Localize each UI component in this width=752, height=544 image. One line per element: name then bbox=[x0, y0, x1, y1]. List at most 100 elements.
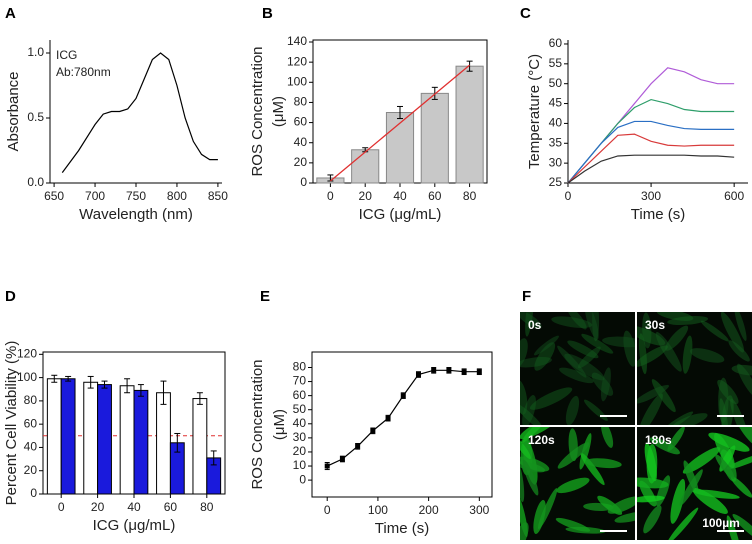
cell bbox=[584, 312, 599, 340]
x-tick-label: 0 bbox=[58, 500, 65, 514]
bar bbox=[455, 65, 484, 184]
cell bbox=[715, 454, 735, 479]
x-tick-label: 20 bbox=[91, 500, 105, 514]
plot-frame bbox=[311, 351, 493, 498]
line bbox=[567, 154, 735, 184]
marker bbox=[370, 428, 376, 434]
micrograph: 30s bbox=[637, 312, 752, 425]
y-tick-label: 0 bbox=[299, 472, 306, 486]
cell bbox=[644, 443, 657, 482]
marker bbox=[476, 369, 482, 375]
cell bbox=[651, 379, 676, 413]
cell bbox=[720, 312, 745, 353]
y-tick-label: 50 bbox=[293, 402, 307, 416]
y-tick-label: 70 bbox=[293, 374, 307, 388]
cell bbox=[689, 348, 725, 363]
bar bbox=[46, 378, 62, 495]
tile-label: 30s bbox=[645, 318, 665, 332]
cell bbox=[679, 469, 703, 506]
x-tick-label: 20 bbox=[359, 189, 373, 203]
bar bbox=[97, 384, 112, 495]
y-tick-label: 60 bbox=[549, 36, 563, 50]
bar bbox=[385, 112, 415, 184]
y-tick-label: 50 bbox=[549, 76, 563, 90]
cell bbox=[730, 398, 748, 425]
cell bbox=[637, 345, 668, 367]
cell bbox=[614, 511, 635, 523]
cell bbox=[726, 515, 741, 540]
y-axis-label: ROS Concentration bbox=[249, 46, 266, 176]
cell bbox=[559, 367, 594, 384]
cell bbox=[638, 393, 663, 425]
cell bbox=[551, 316, 593, 328]
cell bbox=[667, 427, 685, 452]
y-tick-label: 10 bbox=[293, 458, 307, 472]
y-axis-label: Temperature (°C) bbox=[526, 54, 543, 169]
x-tick-label: 300 bbox=[641, 189, 661, 203]
y-tick-label: 0.0 bbox=[27, 175, 44, 189]
cell bbox=[623, 330, 635, 367]
cell bbox=[520, 436, 531, 460]
cell bbox=[600, 367, 611, 402]
marker bbox=[355, 443, 361, 449]
cell bbox=[655, 332, 682, 372]
error-bar bbox=[101, 380, 108, 389]
x-tick-label: 0 bbox=[324, 503, 331, 517]
y-tick-label: 80 bbox=[293, 360, 307, 374]
cell bbox=[637, 495, 665, 503]
x-tick-label: 850 bbox=[208, 189, 228, 203]
y-tick-label: 0.5 bbox=[27, 110, 44, 124]
cell bbox=[692, 488, 728, 514]
x-tick-label: 40 bbox=[127, 500, 141, 514]
bar bbox=[60, 378, 76, 495]
cell bbox=[555, 517, 591, 532]
bar bbox=[192, 398, 208, 495]
cell bbox=[520, 380, 528, 415]
cell bbox=[732, 513, 752, 540]
y-tick-label: 140 bbox=[287, 34, 307, 48]
micrograph: 180s bbox=[637, 427, 752, 540]
cell bbox=[682, 447, 721, 474]
cell bbox=[520, 356, 552, 368]
error-bar bbox=[210, 450, 217, 466]
y-tick-label: 25 bbox=[549, 175, 563, 189]
y-axis-label: Absorbance bbox=[5, 71, 22, 151]
error-bar bbox=[137, 384, 144, 397]
x-tick-label: 40 bbox=[393, 189, 407, 203]
scale-label: 100µm bbox=[702, 516, 740, 530]
marker bbox=[431, 367, 437, 373]
y-tick-label: 1.0 bbox=[27, 45, 44, 59]
y-tick-label: 55 bbox=[549, 56, 563, 70]
error-bar bbox=[51, 374, 58, 383]
marker bbox=[461, 369, 467, 375]
cell bbox=[533, 499, 546, 534]
cell bbox=[567, 340, 599, 359]
y-tick-label: 30 bbox=[549, 155, 563, 169]
y-axis-label: (μM) bbox=[270, 96, 287, 127]
y-tick-label: 20 bbox=[294, 155, 308, 169]
y-tick-label: 40 bbox=[294, 135, 308, 149]
cell bbox=[581, 333, 614, 354]
micrograph-bg bbox=[520, 312, 635, 425]
y-axis-label: (μM) bbox=[271, 409, 288, 440]
bar bbox=[119, 385, 135, 495]
cell bbox=[670, 478, 686, 524]
marker bbox=[385, 415, 391, 421]
cell bbox=[520, 403, 544, 425]
cell bbox=[520, 338, 528, 368]
y-tick-label: 100 bbox=[17, 370, 37, 384]
x-tick-label: 600 bbox=[724, 189, 744, 203]
y-tick-label: 0 bbox=[30, 486, 37, 500]
y-tick-label: 40 bbox=[293, 416, 307, 430]
cell bbox=[577, 346, 601, 369]
cell bbox=[607, 496, 635, 514]
cell bbox=[602, 336, 635, 348]
x-tick-label: 700 bbox=[85, 189, 105, 203]
line bbox=[567, 120, 735, 184]
cell bbox=[700, 320, 729, 342]
cell bbox=[585, 458, 622, 469]
y-tick-label: 20 bbox=[293, 444, 307, 458]
y-tick-label: 120 bbox=[287, 54, 307, 68]
cell bbox=[708, 432, 750, 452]
marker bbox=[400, 393, 406, 399]
